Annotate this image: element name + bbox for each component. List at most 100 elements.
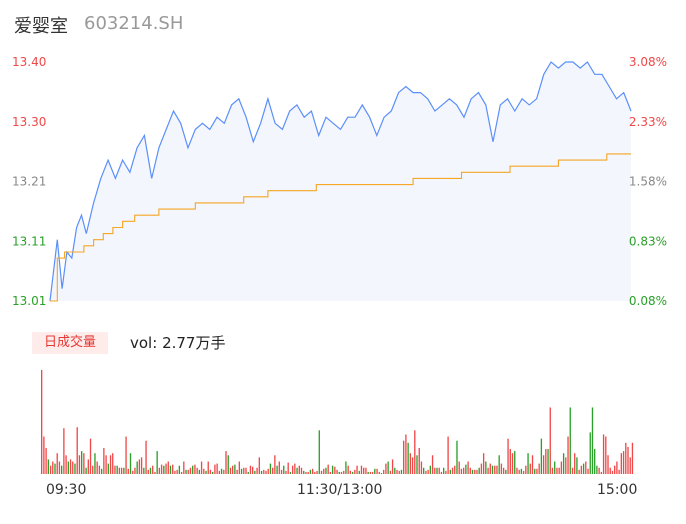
volume-bar <box>136 461 138 474</box>
volume-bar <box>140 457 143 474</box>
volume-bar <box>631 442 634 474</box>
volume-bar <box>260 470 263 474</box>
volume-bar <box>120 467 123 474</box>
volume-bar <box>196 467 198 474</box>
volume-bar <box>531 455 534 474</box>
volume-bar <box>45 448 47 474</box>
volume-bar <box>343 470 345 474</box>
volume-bar <box>251 466 254 474</box>
volume-bar <box>94 453 96 474</box>
volume-bar <box>209 469 212 474</box>
volume-bar <box>580 465 583 474</box>
volume-bar <box>303 470 305 474</box>
volume-bar <box>445 470 447 474</box>
stock-name: 爱婴室 <box>14 16 68 37</box>
volume-bar <box>545 449 547 474</box>
volume-bar <box>41 370 43 474</box>
volume-bar <box>462 467 465 474</box>
x-tick-label-midday: 11:30/13:00 <box>297 482 383 498</box>
volume-bar <box>489 463 491 474</box>
volume-bar <box>447 436 449 474</box>
volume-bar <box>554 461 556 474</box>
volume-bar <box>180 471 183 474</box>
volume-bar <box>316 470 318 474</box>
volume-bar <box>356 465 358 474</box>
volume-bar <box>558 467 560 474</box>
volume-bar <box>534 468 536 474</box>
volume-bar <box>132 470 134 474</box>
volume-bar <box>307 471 309 474</box>
volume-bar <box>285 470 287 474</box>
volume-bar <box>163 465 165 474</box>
volume-bar <box>365 467 367 474</box>
volume-bar <box>611 470 614 474</box>
volume-bar <box>152 465 154 474</box>
volume-bar <box>278 461 280 474</box>
volume-bar <box>296 467 298 474</box>
volume-bar <box>454 465 456 474</box>
volume-bar <box>205 470 207 474</box>
average-price-line <box>50 153 631 302</box>
volume-bar <box>556 467 558 474</box>
volume-bar <box>89 438 92 474</box>
volume-bar <box>267 468 269 474</box>
volume-bar <box>103 448 105 474</box>
volume-bar <box>309 469 312 474</box>
volume-bar <box>74 463 76 474</box>
y-tick-left: 13.11 <box>12 234 46 248</box>
volume-bar <box>143 467 145 474</box>
volume-bar <box>371 471 374 474</box>
volume-bar <box>405 434 407 474</box>
volume-bar <box>112 453 114 474</box>
volume-bar <box>471 469 474 474</box>
volume-bar <box>323 468 325 474</box>
volume-bar <box>358 470 360 474</box>
volume-bar <box>571 467 574 474</box>
volume-bar <box>378 471 380 474</box>
volume-bar <box>114 465 116 474</box>
volume-bar <box>189 467 192 474</box>
volume-bar <box>78 455 81 474</box>
volume-bar <box>225 451 227 474</box>
volume-bar <box>522 470 525 474</box>
volume-bar <box>505 469 507 474</box>
volume-bar <box>183 461 185 474</box>
volume-bar <box>360 465 363 474</box>
volume-bar <box>109 455 112 474</box>
volume-bar <box>229 467 232 474</box>
volume-bar <box>396 469 398 474</box>
y-tick-right: 3.08% <box>629 55 667 69</box>
volume-bar <box>336 469 338 474</box>
volume-bar <box>567 436 569 474</box>
volume-bar <box>427 469 429 474</box>
volume-bar <box>298 465 300 474</box>
volume-bar <box>456 440 458 474</box>
volume-bar <box>198 469 201 474</box>
volume-bar <box>496 465 498 474</box>
volume-bar <box>376 468 378 474</box>
volume-bar <box>52 461 54 474</box>
volume-bar <box>476 469 478 474</box>
volume-bar <box>436 467 438 474</box>
volume-bar <box>192 465 194 474</box>
volume-bar <box>212 471 214 474</box>
volume-bar <box>47 459 49 474</box>
volume-tab[interactable]: 日成交量 <box>32 332 108 354</box>
x-tick-label-close: 15:00 <box>597 482 638 498</box>
volume-bar <box>147 469 149 474</box>
volume-bar <box>491 465 494 474</box>
volume-panel <box>41 370 634 474</box>
volume-bar <box>236 469 238 474</box>
volume-bar <box>72 461 74 474</box>
volume-bar <box>625 442 627 474</box>
price-area-fill <box>50 62 631 301</box>
volume-bar <box>69 459 72 474</box>
volume-bar <box>305 471 307 474</box>
volume-bar <box>598 467 600 474</box>
volume-bar <box>214 464 216 474</box>
volume-bar <box>431 455 434 474</box>
volume-bar <box>622 451 625 474</box>
volume-bar <box>527 453 529 474</box>
volume-bar <box>165 463 167 474</box>
volume-bar <box>394 467 396 474</box>
